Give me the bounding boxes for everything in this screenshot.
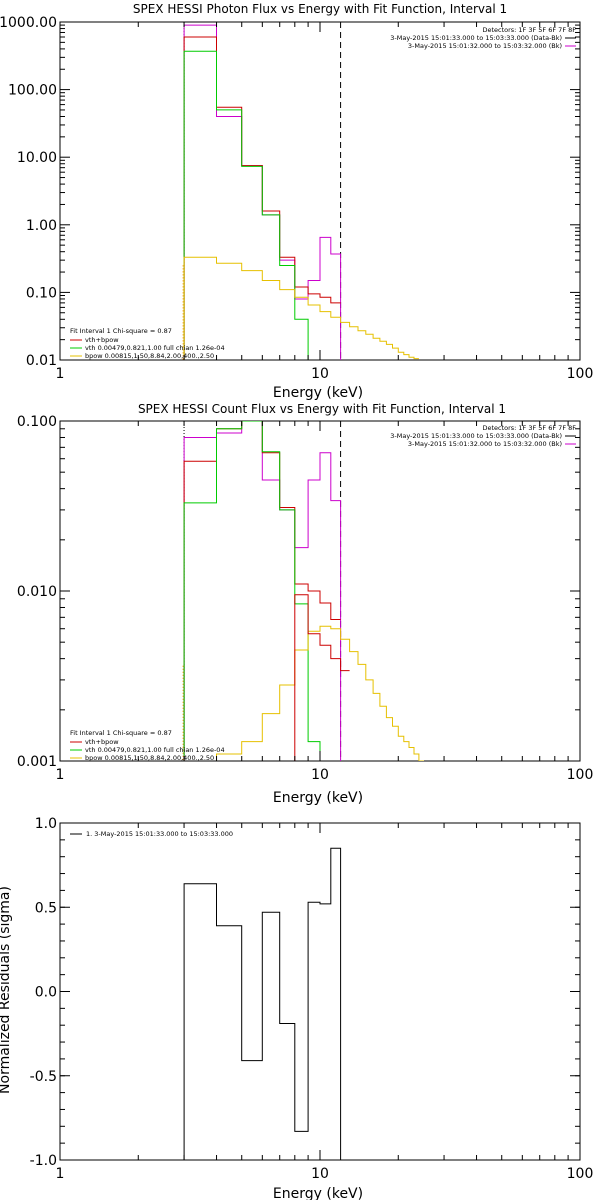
photon-flux-x-tick-label: 10 — [311, 366, 329, 382]
residuals-plot-frame — [59, 822, 581, 1161]
count-flux-x-tick-label: 1 — [56, 767, 65, 783]
photon-flux-y-tick-label: 0.10 — [26, 285, 57, 301]
photon-flux-x-label: Energy (keV) — [273, 385, 363, 401]
photon-flux-series-data — [183, 24, 342, 360]
photon-flux-y-tick-label: 1.00 — [26, 218, 57, 234]
photon-flux-legend-bottom: Fit Interval 1 Chi-square = 0.87 vth+bpo… — [70, 327, 225, 360]
count-flux-legend-vth: vth 0.00479,0.821,1.00 full chian 1.26e-… — [85, 746, 225, 754]
count-flux-series-layer — [182, 421, 424, 761]
photon-flux-legend-bk-interval: 3-May-2015 15:01:32.000 to 15:03:32.000 … — [408, 42, 562, 50]
residuals-series-layer — [183, 847, 342, 1160]
residuals-y-tick-label: 0.0 — [35, 985, 57, 1001]
count-flux-legend-top: Detectors: 1F 3F 5F 6F 7F 8F 3-May-2015 … — [390, 424, 576, 448]
residuals-y-label: Normalized Residuals (sigma) — [0, 886, 13, 1094]
count-flux-legend-sum: vth+bpow — [85, 738, 119, 746]
count-flux-y-ticks: 0.001 0.010 0.100 — [17, 414, 580, 770]
count-flux-x-ticks: 1 10 100 — [56, 421, 594, 783]
residuals-x-label: Energy (keV) — [273, 1186, 363, 1200]
photon-flux-x-tick-label: 1 — [56, 366, 65, 382]
photon-flux-series-vth — [183, 50, 321, 360]
residuals-y-tick-label: 1.0 — [35, 816, 57, 832]
count-flux-legend-data-interval: 3-May-2015 15:01:33.000 to 15:03:33.000 … — [390, 432, 562, 440]
photon-flux-y-ticks: 0.01 0.10 1.00 10.00 100.00 1000.00 — [0, 15, 580, 369]
count-flux-legend-bpow: bpow 0.00815,1.50,8.84,2.00,400.,2.50 — [85, 754, 214, 762]
residuals-x-ticks: 1 10 100 — [56, 823, 594, 1182]
count-flux-legend-bottom: Fit Interval 1 Chi-square = 0.87 vth+bpo… — [70, 729, 225, 762]
count-flux-legend-fit: Fit Interval 1 Chi-square = 0.87 — [70, 729, 172, 737]
residuals-y-tick-label: 0.5 — [35, 900, 57, 916]
photon-flux-x-ticks: 1 10 100 — [56, 22, 594, 382]
residuals-x-tick-label: 100 — [567, 1166, 594, 1182]
photon-flux-title: SPEX HESSI Photon Flux vs Energy with Fi… — [133, 2, 507, 16]
photon-flux-legend-sum: vth+bpow — [85, 336, 119, 344]
residuals-panel: -1.0 -0.5 0.0 0.5 1.0 1 10 100 Energy (keV) No… — [0, 816, 593, 1200]
residuals-y-tick-label: -0.5 — [30, 1069, 57, 1085]
photon-flux-legend-data-interval: 3-May-2015 15:01:33.000 to 15:03:33.000 … — [390, 34, 562, 42]
count-flux-x-label: Energy (keV) — [273, 790, 363, 806]
photon-flux-panel: SPEX HESSI Photon Flux vs Energy with Fi… — [0, 2, 593, 401]
photon-flux-legend-bpow: bpow 0.00815,1.50,8.84,2.00,400.,2.50 — [85, 352, 214, 360]
residuals-y-ticks: -1.0 -0.5 0.0 0.5 1.0 — [30, 816, 580, 1169]
photon-flux-legend-detectors: Detectors: 1F 3F 5F 6F 7F 8F — [482, 26, 576, 34]
residuals-series-residuals — [183, 847, 342, 1160]
count-flux-legend-detectors: Detectors: 1F 3F 5F 6F 7F 8F — [482, 424, 576, 432]
photon-flux-series-layer — [182, 22, 419, 360]
count-flux-y-tick-label: 0.100 — [17, 414, 57, 430]
count-flux-series-vth — [183, 421, 342, 761]
photon-flux-y-tick-label: 100.00 — [8, 83, 57, 99]
count-flux-y-tick-label: 0.010 — [17, 584, 57, 600]
residuals-x-tick-label: 10 — [311, 1166, 329, 1182]
count-flux-series-sum-high — [294, 594, 350, 761]
photon-flux-x-tick-label: 100 — [567, 366, 594, 382]
photon-flux-y-tick-label: 10.00 — [17, 150, 57, 166]
count-flux-x-tick-label: 10 — [311, 767, 329, 783]
count-flux-y-tick-label: 0.001 — [17, 754, 57, 770]
photon-flux-series-bpow — [183, 256, 419, 360]
residuals-legend-text: 1. 3-May-2015 15:01:33.000 to 15:03:33.0… — [86, 830, 233, 838]
count-flux-panel: SPEX HESSI Count Flux vs Energy with Fit… — [17, 402, 593, 806]
photon-flux-y-tick-label: 1000.00 — [0, 15, 57, 31]
count-flux-title: SPEX HESSI Count Flux vs Energy with Fit… — [138, 402, 506, 416]
residuals-x-tick-label: 1 — [56, 1166, 65, 1182]
residuals-y-tick-label: -1.0 — [30, 1153, 57, 1169]
photon-flux-legend-top: Detectors: 1F 3F 5F 6F 7F 8F 3-May-2015 … — [390, 26, 576, 50]
photon-flux-y-tick-label: 0.01 — [26, 353, 57, 369]
count-flux-series-bpow — [183, 625, 424, 761]
photon-flux-legend-fit: Fit Interval 1 Chi-square = 0.87 — [70, 327, 172, 335]
count-flux-x-tick-label: 100 — [567, 767, 594, 783]
photon-flux-legend-vth: vth 0.00479,0.821,1.00 full chian 1.26e-… — [85, 344, 225, 352]
count-flux-legend-bk-interval: 3-May-2015 15:01:32.000 to 15:03:32.000 … — [408, 440, 562, 448]
